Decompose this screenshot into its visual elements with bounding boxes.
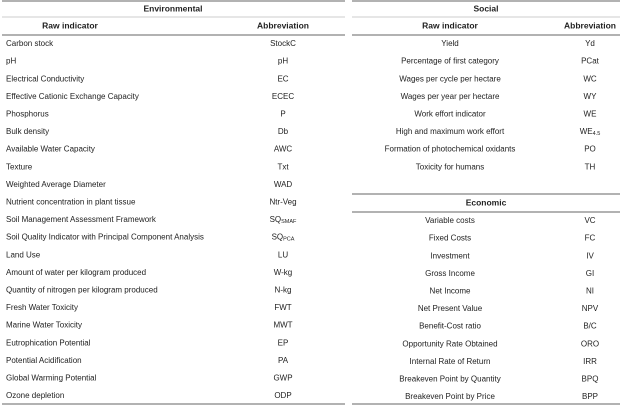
- abbreviation: VC: [584, 216, 595, 225]
- raw-indicator: Electrical Conductivity: [6, 74, 84, 83]
- raw-indicator: Variable costs: [425, 216, 475, 225]
- abbreviation: WY: [584, 92, 598, 101]
- abbreviation: IV: [586, 251, 594, 260]
- abbreviation: AWC: [274, 145, 293, 154]
- abbreviation: IRR: [583, 357, 597, 366]
- abbreviation: Yd: [585, 39, 595, 48]
- abbreviation: BPQ: [582, 375, 599, 384]
- abbreviation: PCat: [581, 57, 600, 66]
- raw-indicator: Marine Water Toxicity: [6, 321, 82, 330]
- abbreviation: Ntr-Veg: [269, 198, 296, 207]
- raw-indicator: Wages per year per hectare: [401, 92, 500, 101]
- abbreviation: ECEC: [272, 92, 294, 101]
- raw-indicator: Percentage of first category: [401, 57, 499, 66]
- abbreviation: N-kg: [275, 286, 292, 295]
- raw-indicator: Land Use: [6, 250, 41, 259]
- raw-indicator: Internal Rate of Return: [410, 357, 491, 366]
- abbreviation: PA: [278, 356, 289, 365]
- abbreviation: BPP: [582, 392, 598, 401]
- abbreviation: B/C: [583, 322, 597, 331]
- abbreviation: WC: [583, 74, 597, 83]
- abbr-sub: 4.5: [593, 131, 601, 137]
- raw-indicator: Net Present Value: [418, 304, 483, 313]
- raw-indicator: Formation of photochemical oxidants: [385, 145, 516, 154]
- abbreviation: P: [280, 110, 285, 119]
- abbreviation: MWT: [273, 321, 292, 330]
- abbreviation: GI: [586, 269, 594, 278]
- raw-indicator: Breakeven Point by Price: [405, 392, 495, 401]
- raw-indicator: Effective Cationic Exchange Capacity: [6, 92, 139, 101]
- abbreviation: StockC: [270, 39, 296, 48]
- column-header: Raw indicator: [42, 20, 98, 30]
- section-title: Social: [473, 3, 498, 13]
- raw-indicator: Nutrient concentration in plant tissue: [6, 198, 136, 207]
- abbreviation: EC: [277, 74, 288, 83]
- raw-indicator: Carbon stock: [6, 39, 54, 48]
- raw-indicator: Opportunity Rate Obtained: [402, 339, 497, 348]
- abbreviation: LU: [278, 250, 288, 259]
- abbreviation: NI: [586, 287, 594, 296]
- raw-indicator: Global Warming Potential: [6, 374, 97, 383]
- raw-indicator: Fresh Water Toxicity: [6, 303, 78, 312]
- abbr-sub: PCA: [283, 237, 295, 243]
- section-title: Economic: [466, 197, 507, 207]
- raw-indicator: Yield: [441, 39, 459, 48]
- raw-indicator: Soil Quality Indicator with Principal Co…: [6, 233, 204, 242]
- raw-indicator: Gross Income: [425, 269, 475, 278]
- raw-indicator: Breakeven Point by Quantity: [399, 375, 500, 384]
- abbreviation: PO: [584, 145, 596, 154]
- abbr-main: SQ: [272, 233, 284, 242]
- abbr-main: SQ: [270, 215, 282, 224]
- column-header: Raw indicator: [422, 20, 478, 30]
- raw-indicator: Wages per cycle per hectare: [399, 74, 501, 83]
- raw-indicator: Eutrophication Potential: [6, 338, 91, 347]
- raw-indicator: Work effort indicator: [414, 110, 486, 119]
- abbreviation: W-kg: [274, 268, 293, 277]
- raw-indicator: Texture: [6, 162, 33, 171]
- abbreviation: Db: [278, 127, 289, 136]
- raw-indicator: Weighted Average Diameter: [6, 180, 106, 189]
- abbreviation: pH: [278, 57, 288, 66]
- abbreviation: FWT: [274, 303, 291, 312]
- abbreviation: Txt: [277, 162, 289, 171]
- abbreviation: WE: [584, 110, 597, 119]
- raw-indicator: Ozone depletion: [6, 391, 64, 400]
- raw-indicator: Phosphorus: [6, 110, 49, 119]
- raw-indicator: Available Water Capacity: [6, 145, 95, 154]
- raw-indicator: Net Income: [430, 287, 471, 296]
- raw-indicator: Bulk density: [6, 127, 49, 136]
- abbreviation: WAD: [274, 180, 293, 189]
- raw-indicator: Fixed Costs: [429, 234, 471, 243]
- raw-indicator: Investment: [430, 251, 470, 260]
- raw-indicator: Soil Management Assessment Framework: [6, 215, 157, 224]
- abbreviation: ORO: [581, 339, 599, 348]
- abbreviation: NPV: [582, 304, 599, 313]
- abbreviation: WE4.5: [580, 127, 601, 137]
- column-header: Abbreviation: [257, 20, 309, 30]
- raw-indicator: Quantity of nitrogen per kilogram produc…: [6, 286, 158, 295]
- raw-indicator: High and maximum work effort: [396, 127, 505, 136]
- raw-indicator: Amount of water per kilogram produced: [6, 268, 146, 277]
- abbr-sub: SMAF: [281, 219, 297, 225]
- abbreviation: SQPCA: [272, 233, 295, 243]
- section-title: Environmental: [143, 3, 202, 13]
- raw-indicator: Toxicity for humans: [416, 162, 484, 171]
- abbreviation: EP: [278, 338, 289, 347]
- abbreviation: TH: [585, 162, 596, 171]
- abbreviation: GWP: [273, 374, 292, 383]
- raw-indicator: Potential Acidification: [6, 356, 82, 365]
- abbreviation: ODP: [274, 391, 291, 400]
- abbreviation: SQSMAF: [270, 215, 297, 225]
- raw-indicator: Benefit-Cost ratio: [419, 322, 481, 331]
- column-header: Abbreviation: [564, 20, 616, 30]
- raw-indicator: pH: [6, 57, 16, 66]
- abbreviation: FC: [585, 234, 596, 243]
- abbr-main: WE: [580, 127, 593, 136]
